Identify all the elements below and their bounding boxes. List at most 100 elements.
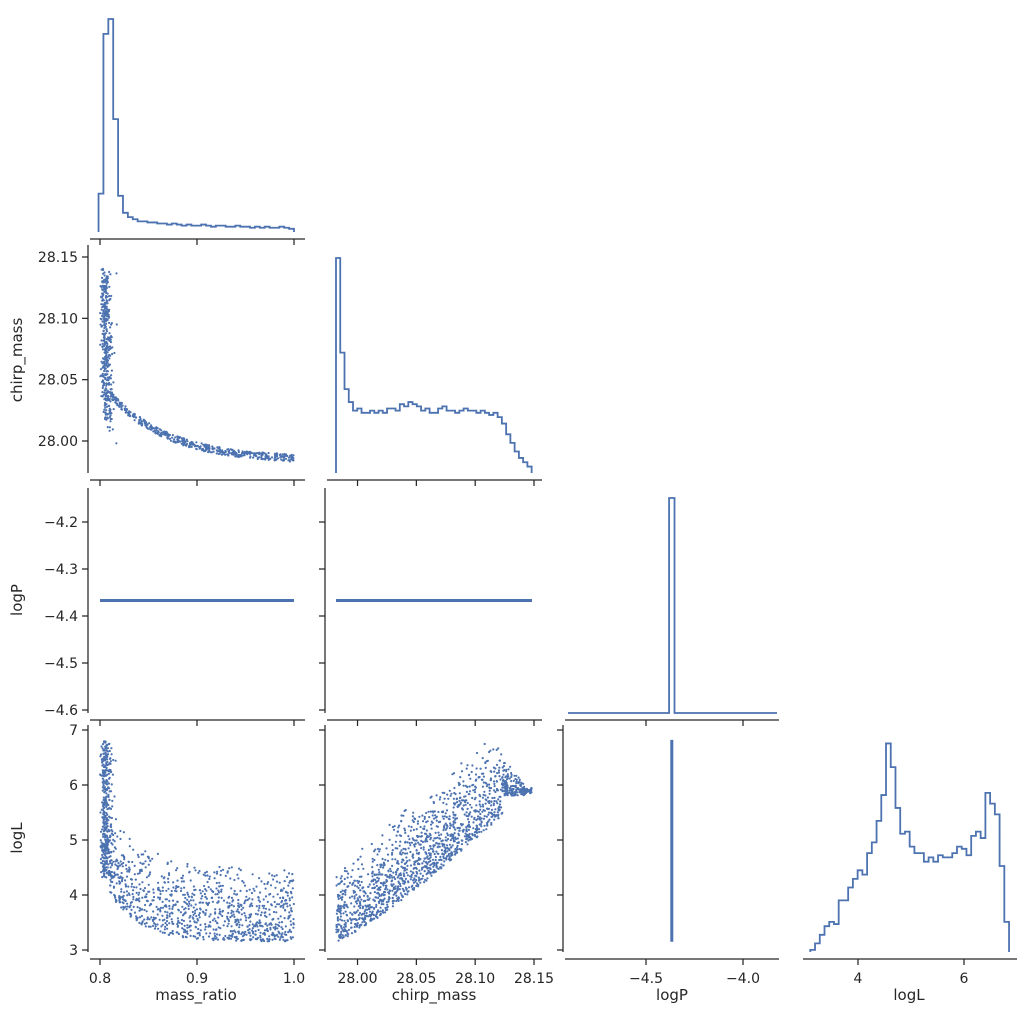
scatter-point-logL-vs-chirp-mass (483, 790, 486, 793)
scatter-point-logL-vs-chirp-mass (482, 829, 485, 832)
scatter-point-logL-vs-mass-ratio (105, 780, 108, 783)
scatter-point-logL-vs-mass-ratio (140, 869, 143, 873)
scatter-point-logL-vs-chirp-mass (474, 785, 477, 788)
scatter-point-logL-vs-chirp-mass (396, 889, 399, 893)
scatter-point-logL-vs-chirp-mass (526, 788, 529, 791)
scatter-point-chirp-mass-vs-mass-ratio (106, 413, 109, 416)
scatter-point-logL-vs-chirp-mass (384, 911, 387, 914)
scatter-point-chirp-mass-vs-mass-ratio (171, 436, 174, 439)
scatter-point-logL-vs-mass-ratio (172, 904, 175, 907)
scatter-point-chirp-mass-vs-mass-ratio (292, 454, 295, 457)
scatter-point-chirp-mass-vs-mass-ratio (270, 456, 274, 459)
scatter-point-logL-vs-mass-ratio (111, 862, 114, 865)
scatter-point-logL-vs-mass-ratio (257, 899, 260, 902)
scatter-point-logL-vs-mass-ratio (176, 931, 179, 934)
scatter-point-logL-vs-mass-ratio (229, 916, 232, 919)
scatter-point-chirp-mass-vs-mass-ratio (108, 416, 111, 419)
scatter-point-logL-vs-chirp-mass (475, 836, 478, 839)
scatter-point-logL-vs-chirp-mass (373, 850, 376, 853)
scatter-point-logL-vs-chirp-mass (528, 789, 531, 792)
scatter-point-logL-vs-chirp-mass (339, 936, 342, 939)
scatter-point-chirp-mass-vs-mass-ratio (118, 405, 121, 408)
scatter-point-logL-vs-chirp-mass (395, 899, 398, 903)
scatter-point-logL-vs-mass-ratio (215, 887, 218, 890)
scatter-point-logL-vs-mass-ratio (277, 930, 280, 933)
scatter-point-logL-vs-chirp-mass (408, 841, 411, 845)
scatter-point-logL-vs-mass-ratio (198, 916, 201, 919)
scatter-point-logL-vs-chirp-mass (384, 908, 388, 912)
scatter-point-logL-vs-mass-ratio (100, 871, 103, 874)
scatter-point-logL-vs-mass-ratio (101, 853, 104, 857)
scatter-point-logL-vs-mass-ratio (224, 874, 227, 878)
x-tick-label: 28.10 (455, 971, 495, 987)
scatter-point-logL-vs-chirp-mass (340, 924, 343, 928)
scatter-point-logL-vs-mass-ratio (242, 906, 245, 909)
scatter-point-logL-vs-chirp-mass (438, 834, 441, 837)
scatter-point-logL-vs-mass-ratio (249, 903, 252, 906)
scatter-point-logL-vs-mass-ratio (291, 936, 294, 939)
scatter-point-logL-vs-mass-ratio (103, 791, 106, 794)
scatter-point-logL-vs-chirp-mass (453, 821, 456, 824)
scatter-point-logL-vs-mass-ratio (144, 850, 147, 853)
scatter-point-chirp-mass-vs-mass-ratio (111, 346, 114, 349)
scatter-point-chirp-mass-vs-mass-ratio (208, 450, 211, 453)
scatter-point-logL-vs-chirp-mass (425, 829, 428, 832)
scatter-point-chirp-mass-vs-mass-ratio (103, 382, 106, 386)
scatter-point-logL-vs-chirp-mass (386, 906, 389, 909)
scatter-point-logL-vs-chirp-mass (453, 850, 456, 853)
scatter-point-chirp-mass-vs-mass-ratio (220, 453, 224, 456)
scatter-point-logL-vs-mass-ratio (249, 915, 252, 919)
scatter-point-logL-vs-mass-ratio (291, 873, 294, 876)
scatter-point-logL-vs-chirp-mass (448, 789, 451, 792)
scatter-point-logL-vs-chirp-mass (470, 806, 473, 809)
scatter-point-logL-vs-chirp-mass (448, 843, 451, 846)
scatter-point-logL-vs-mass-ratio (128, 868, 131, 871)
scatter-point-chirp-mass-vs-mass-ratio (174, 436, 177, 439)
scatter-point-logL-vs-chirp-mass (508, 789, 511, 792)
scatter-point-logL-vs-mass-ratio (259, 924, 262, 927)
scatter-point-logL-vs-mass-ratio (156, 923, 159, 926)
scatter-point-logL-vs-chirp-mass (491, 796, 494, 800)
scatter-point-logL-vs-chirp-mass (444, 822, 447, 825)
scatter-point-chirp-mass-vs-mass-ratio (205, 447, 208, 450)
scatter-point-logL-vs-chirp-mass (395, 894, 398, 897)
scatter-point-chirp-mass-vs-mass-ratio (273, 452, 276, 455)
scatter-point-logL-vs-chirp-mass (520, 792, 523, 796)
scatter-point-logL-vs-chirp-mass (359, 889, 362, 892)
scatter-point-logL-vs-chirp-mass (493, 782, 496, 786)
scatter-point-logL-vs-mass-ratio (281, 889, 284, 892)
scatter-point-logL-vs-chirp-mass (387, 900, 390, 903)
scatter-point-logL-vs-chirp-mass (480, 830, 483, 833)
scatter-point-logL-vs-chirp-mass (346, 876, 349, 879)
scatter-point-logL-vs-mass-ratio (199, 908, 202, 911)
x-tick-label: 1.0 (283, 971, 305, 987)
scatter-point-logL-vs-chirp-mass (377, 868, 380, 871)
scatter-point-logL-vs-chirp-mass (360, 898, 363, 901)
scatter-point-logL-vs-chirp-mass (399, 877, 402, 880)
scatter-point-logL-vs-chirp-mass (512, 792, 515, 795)
scatter-point-logL-vs-chirp-mass (335, 923, 338, 927)
scatter-point-logL-vs-chirp-mass (350, 932, 354, 935)
scatter-point-logL-vs-chirp-mass (456, 801, 459, 804)
scatter-point-logL-vs-mass-ratio (168, 922, 171, 925)
scatter-point-logL-vs-mass-ratio (130, 882, 134, 886)
scatter-point-logL-vs-chirp-mass (489, 778, 492, 781)
scatter-point-logL-vs-mass-ratio (184, 901, 187, 904)
scatter-point-logL-vs-mass-ratio (181, 874, 185, 877)
scatter-point-logL-vs-chirp-mass (384, 906, 387, 910)
scatter-point-logL-vs-mass-ratio (264, 922, 267, 925)
scatter-point-logL-vs-mass-ratio (168, 933, 171, 936)
scatter-point-logL-vs-mass-ratio (166, 927, 169, 930)
scatter-point-logL-vs-chirp-mass (442, 864, 445, 867)
scatter-point-logL-vs-chirp-mass (404, 892, 407, 896)
scatter-point-logL-vs-chirp-mass (399, 840, 402, 843)
scatter-point-logL-vs-mass-ratio (202, 911, 205, 914)
scatter-point-logL-vs-chirp-mass (376, 847, 380, 851)
scatter-point-logL-vs-chirp-mass (374, 896, 377, 899)
scatter-point-logL-vs-mass-ratio (280, 926, 283, 929)
scatter-point-logL-vs-mass-ratio (283, 917, 286, 920)
scatter-point-logL-vs-mass-ratio (163, 928, 166, 931)
scatter-point-logL-vs-chirp-mass (506, 784, 509, 787)
scatter-point-logL-vs-mass-ratio (136, 872, 139, 875)
scatter-point-logL-vs-chirp-mass (501, 811, 504, 815)
